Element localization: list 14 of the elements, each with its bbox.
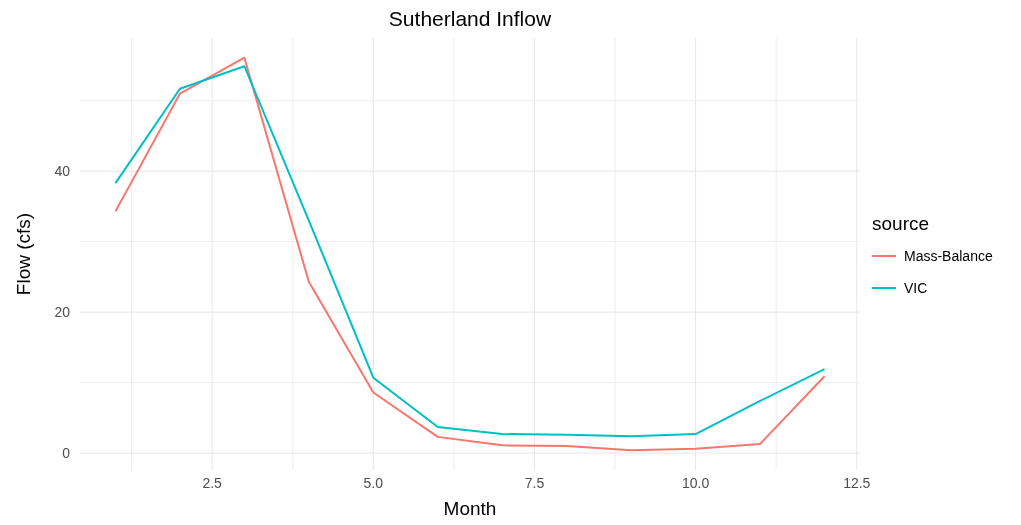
legend-label: Mass-Balance [904, 248, 993, 264]
x-tick-label: 2.5 [202, 475, 223, 491]
x-tick-label: 5.0 [363, 475, 384, 491]
x-tick-label: 10.0 [681, 475, 710, 491]
y-axis-title: Flow (cfs) [13, 212, 34, 296]
legend-title: source [872, 213, 930, 234]
chart-title: Sutherland Inflow [388, 7, 552, 30]
y-tick-label: 0 [62, 445, 71, 462]
x-axis-title: Month [443, 498, 497, 519]
y-tick-label: 20 [54, 304, 71, 321]
legend-label: VIC [904, 280, 928, 296]
x-tick-label: 12.5 [843, 475, 871, 491]
y-tick-label: 40 [54, 163, 71, 180]
x-tick-label: 7.5 [524, 475, 545, 491]
